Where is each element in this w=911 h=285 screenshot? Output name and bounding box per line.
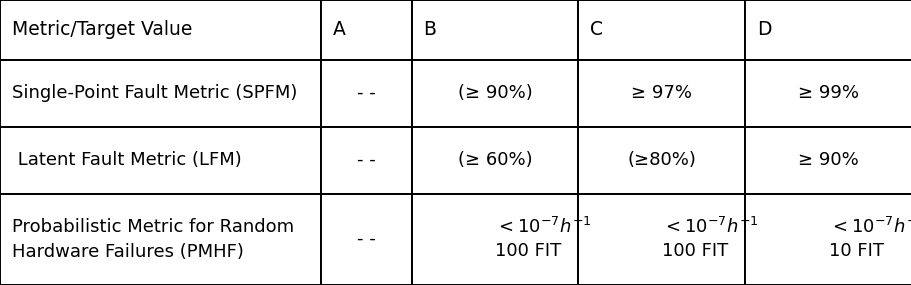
Text: B: B [424, 21, 436, 39]
Text: ≥ 97%: ≥ 97% [631, 84, 692, 102]
Bar [412, 127, 578, 194]
Bar [0, 194, 321, 285]
Bar [745, 0, 911, 60]
Text: C: C [590, 21, 603, 39]
Bar [412, 194, 578, 285]
Text: 100 FIT: 100 FIT [496, 242, 561, 260]
Bar [321, 60, 412, 127]
Bar [745, 194, 911, 285]
Text: - -: - - [357, 84, 375, 102]
Text: - -: - - [357, 151, 375, 169]
Text: $< 10^{-7}h^{-1}$: $< 10^{-7}h^{-1}$ [829, 217, 911, 237]
Text: (≥ 60%): (≥ 60%) [458, 151, 532, 169]
Bar [321, 194, 412, 285]
Text: $< 10^{-7}h^{-1}$: $< 10^{-7}h^{-1}$ [661, 217, 758, 237]
Text: - -: - - [357, 230, 375, 249]
Bar [0, 0, 321, 60]
Text: ≥ 99%: ≥ 99% [798, 84, 859, 102]
Bar [321, 0, 412, 60]
Bar [578, 60, 745, 127]
Text: 10 FIT: 10 FIT [829, 242, 884, 260]
Text: Single-Point Fault Metric (SPFM): Single-Point Fault Metric (SPFM) [12, 84, 297, 102]
Text: Probabilistic Metric for Random
Hardware Failures (PMHF): Probabilistic Metric for Random Hardware… [12, 218, 294, 261]
Bar [0, 127, 321, 194]
Text: ≥ 90%: ≥ 90% [798, 151, 859, 169]
Text: (≥80%): (≥80%) [628, 151, 696, 169]
Bar [745, 127, 911, 194]
Bar [745, 60, 911, 127]
Bar [0, 60, 321, 127]
Text: (≥ 90%): (≥ 90%) [457, 84, 533, 102]
Text: 100 FIT: 100 FIT [661, 242, 728, 260]
Text: $< 10^{-7}h^{-1}$: $< 10^{-7}h^{-1}$ [496, 217, 591, 237]
Text: Metric/Target Value: Metric/Target Value [12, 21, 192, 39]
Text: D: D [757, 21, 772, 39]
Bar [412, 60, 578, 127]
Bar [578, 127, 745, 194]
Bar [412, 0, 578, 60]
Text: A: A [333, 21, 345, 39]
Bar [578, 0, 745, 60]
Bar [321, 127, 412, 194]
Text: Latent Fault Metric (LFM): Latent Fault Metric (LFM) [12, 151, 241, 169]
Bar [578, 194, 745, 285]
